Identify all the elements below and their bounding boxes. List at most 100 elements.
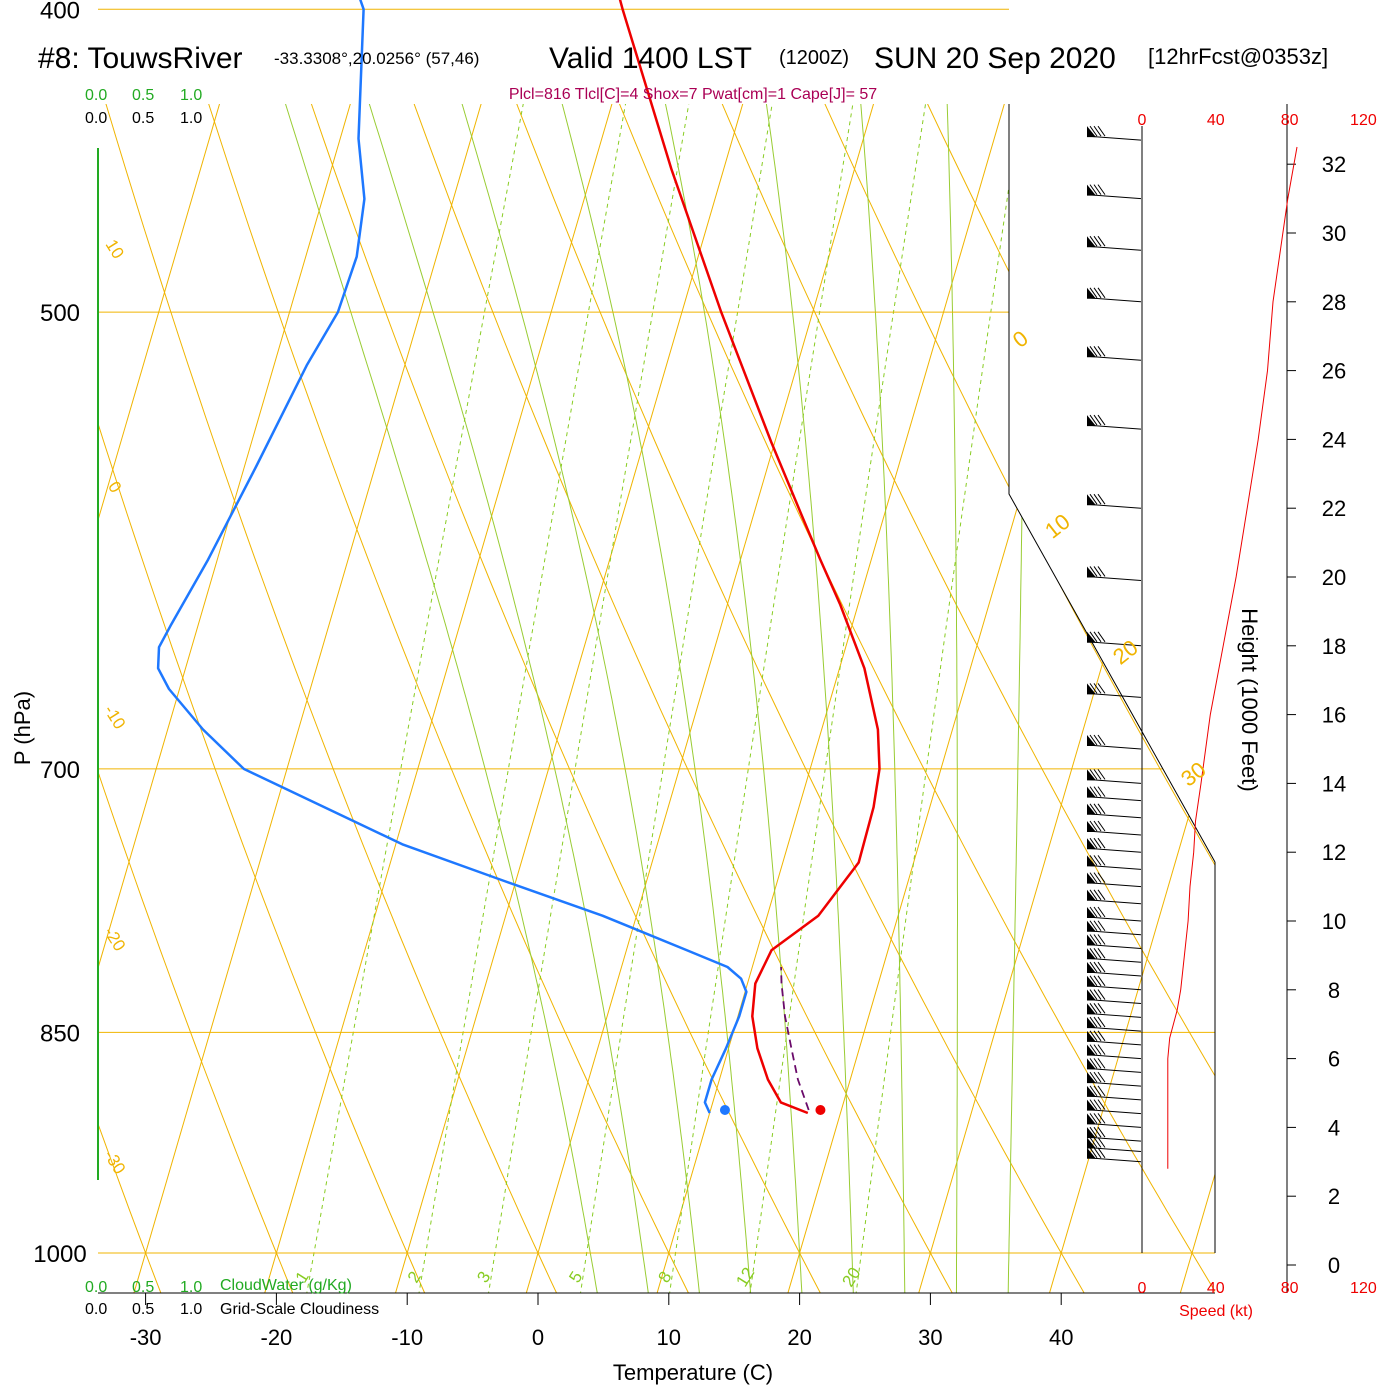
wind-barb-flag bbox=[1087, 786, 1096, 798]
wind-barb-feather bbox=[1097, 786, 1106, 797]
wind-barb-feather bbox=[1093, 1071, 1102, 1083]
wind-barb-feather bbox=[1093, 734, 1102, 746]
cloudiness-label: Grid-Scale Cloudiness bbox=[220, 1301, 379, 1318]
moist-adiabat-line bbox=[1007, 104, 1027, 1293]
temperature-tick-label: 30 bbox=[918, 1325, 942, 1350]
wind-barb-flag bbox=[1087, 1030, 1096, 1042]
station-title: #8: TouwsRiver bbox=[38, 42, 243, 75]
height-tick-label: 22 bbox=[1322, 496, 1346, 521]
pressure-tick-label: 500 bbox=[40, 300, 80, 327]
speed-tick-bottom: 80 bbox=[1281, 1280, 1299, 1297]
wind-barb-flag bbox=[1087, 1137, 1096, 1149]
wind-barb-feather bbox=[1093, 920, 1102, 932]
surface-temperature-dot bbox=[815, 1104, 826, 1115]
cloud-scale-bottom-green-0: 0.0 bbox=[85, 1279, 107, 1296]
cloud-scale-bottom-green-2: 1.0 bbox=[180, 1279, 202, 1296]
height-tick-label: 14 bbox=[1322, 771, 1346, 796]
wind-barb-feather bbox=[1093, 889, 1102, 901]
cloud-scale-top-green-0: 0.0 bbox=[85, 87, 107, 104]
wind-barb-feather bbox=[1097, 1016, 1106, 1028]
dry-adiabat-label: 0 bbox=[1008, 325, 1033, 352]
wind-barb-feather bbox=[1089, 1137, 1098, 1148]
wind-barb-feather bbox=[1089, 920, 1098, 932]
wind-barb-staff bbox=[1086, 971, 1142, 977]
wind-barb-feather bbox=[1093, 803, 1102, 815]
moist-adiabat-line bbox=[595, 104, 855, 1293]
wind-barb bbox=[1086, 855, 1142, 870]
wind-barb-flag bbox=[1087, 415, 1096, 427]
wind-barb-feather bbox=[1097, 947, 1106, 959]
wind-barb-staff bbox=[1086, 245, 1142, 251]
wind-barb-flag bbox=[1087, 920, 1096, 932]
wind-barb-feather bbox=[1089, 889, 1098, 901]
isotherm-line bbox=[98, 104, 189, 1293]
wind-barb bbox=[1086, 975, 1142, 991]
wind-barb-feather bbox=[1093, 906, 1102, 918]
wind-barb-feather bbox=[1089, 947, 1098, 959]
temperature-tick-label: 0 bbox=[532, 1325, 544, 1350]
temperature-tick-label: 10 bbox=[657, 1325, 681, 1350]
height-tick-label: 10 bbox=[1322, 909, 1346, 934]
height-axis-label: Height (1000 Feet) bbox=[1237, 608, 1262, 791]
isotherm-line bbox=[98, 104, 581, 1293]
height-tick-label: 24 bbox=[1322, 427, 1346, 452]
wind-barb-feather bbox=[1093, 1113, 1102, 1124]
dry-adiabat-line bbox=[98, 104, 702, 1293]
wind-barb-flag bbox=[1087, 948, 1096, 960]
cloud-scale-bottom-black-2: 1.0 bbox=[180, 1301, 202, 1318]
wind-barb-feather bbox=[1093, 566, 1102, 577]
wind-barb-staff bbox=[1086, 744, 1142, 750]
wind-barb-feather bbox=[1097, 803, 1106, 815]
dry-adiabat-line bbox=[98, 104, 437, 1293]
moist-adiabat-line bbox=[98, 104, 603, 1293]
wind-barb-flag bbox=[1087, 1085, 1096, 1097]
speed-tick-top: 80 bbox=[1281, 112, 1299, 129]
height-tick-label: 2 bbox=[1328, 1184, 1340, 1209]
speed-axis-label: Speed (kt) bbox=[1179, 1303, 1253, 1320]
station-coords: -33.3308°,20.0256° (57,46) bbox=[274, 49, 479, 68]
wind-barb-staff bbox=[1086, 1054, 1142, 1060]
wind-barb-feather bbox=[1089, 345, 1098, 357]
wind-barb-feather bbox=[1097, 989, 1106, 1000]
wind-barb bbox=[1086, 961, 1142, 977]
wind-barb-feather bbox=[1093, 1085, 1102, 1097]
wind-barb-feather bbox=[1097, 1003, 1106, 1014]
wind-barb-flag bbox=[1087, 236, 1096, 248]
wind-barb bbox=[1086, 631, 1142, 647]
forecast-date: SUN 20 Sep 2020 bbox=[874, 42, 1116, 75]
temperature-profile bbox=[618, 0, 881, 1115]
dry-adiabat-line bbox=[515, 104, 1215, 1293]
height-tick-label: 20 bbox=[1322, 565, 1346, 590]
wind-barb-feather bbox=[1097, 1137, 1106, 1148]
wind-barb-staff bbox=[1086, 424, 1142, 430]
wind-barb-feather bbox=[1093, 1030, 1102, 1042]
wind-barb-feather bbox=[1089, 855, 1098, 866]
wind-barb-staff bbox=[1086, 830, 1142, 836]
wind-barb-feather bbox=[1093, 872, 1102, 883]
wind-barb-feather bbox=[1089, 934, 1098, 945]
wind-barb-feather bbox=[1097, 734, 1106, 746]
wind-barb-flag bbox=[1087, 184, 1096, 196]
wind-barb-feather bbox=[1097, 1044, 1106, 1055]
wind-barb-feather bbox=[1089, 1126, 1098, 1138]
temperature-tick-label: -30 bbox=[130, 1325, 162, 1350]
isotherm-line bbox=[1041, 104, 1215, 1293]
isotherm-label: -30 bbox=[100, 1147, 129, 1178]
wind-barb-staff bbox=[1086, 135, 1142, 141]
wind-barb-staff bbox=[1086, 641, 1142, 647]
wind-barb-feather bbox=[1093, 769, 1102, 780]
wind-panel: 0246810121416182022242628303200404080801… bbox=[1086, 104, 1377, 1297]
wind-barb-feather bbox=[1089, 1058, 1098, 1069]
wind-barb bbox=[1086, 493, 1142, 509]
wind-barb-feather bbox=[1093, 683, 1102, 694]
temperature-tick-label: 40 bbox=[1049, 1325, 1073, 1350]
wind-barb bbox=[1086, 1030, 1142, 1046]
wind-barb-flag bbox=[1087, 566, 1096, 578]
wind-barb-staff bbox=[1086, 957, 1142, 963]
wind-barb-feather bbox=[1097, 889, 1106, 901]
wind-barb-feather bbox=[1093, 1044, 1102, 1055]
wind-barb-feather bbox=[1089, 961, 1098, 973]
wind-barb-flag bbox=[1087, 821, 1096, 832]
plot-frame-right bbox=[1008, 104, 1216, 863]
wind-barb-feather bbox=[1093, 414, 1102, 426]
